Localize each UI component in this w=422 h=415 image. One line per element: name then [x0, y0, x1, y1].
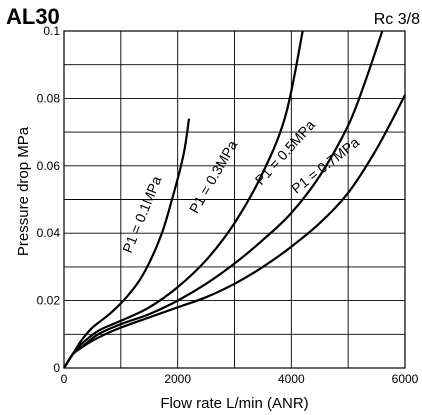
x-tick-label: 6000 — [392, 372, 419, 386]
y-tick-label: 0 — [53, 361, 60, 375]
series-line-2 — [63, 30, 304, 369]
x-tick-label: 2000 — [164, 372, 191, 386]
series-label-2: P1 = 0.3MPa — [186, 137, 241, 216]
series-lines — [63, 30, 406, 369]
port-size-label: Rc 3/8 — [374, 11, 420, 28]
y-tick-label: 0.1 — [43, 24, 60, 38]
y-axis-label: Pressure drop MPa — [15, 126, 32, 256]
series-line-4 — [63, 94, 406, 369]
plot-frame — [63, 30, 406, 369]
model-title: AL30 — [6, 4, 60, 29]
y-tick-label: 0.04 — [37, 226, 61, 240]
series-line-1 — [63, 118, 191, 369]
grid — [64, 31, 405, 368]
y-tick-label: 0.02 — [37, 294, 61, 308]
y-tick-label: 0.08 — [37, 91, 61, 105]
x-tick-label: 0 — [61, 372, 68, 386]
x-tick-label: 4000 — [278, 372, 305, 386]
axis-ticks: 0 2000 4000 6000 0 0.02 0.04 0.06 0.08 0.1 — [37, 24, 419, 386]
x-axis-label: Flow rate L/min (ANR) — [160, 395, 308, 412]
y-tick-label: 0.06 — [37, 159, 61, 173]
